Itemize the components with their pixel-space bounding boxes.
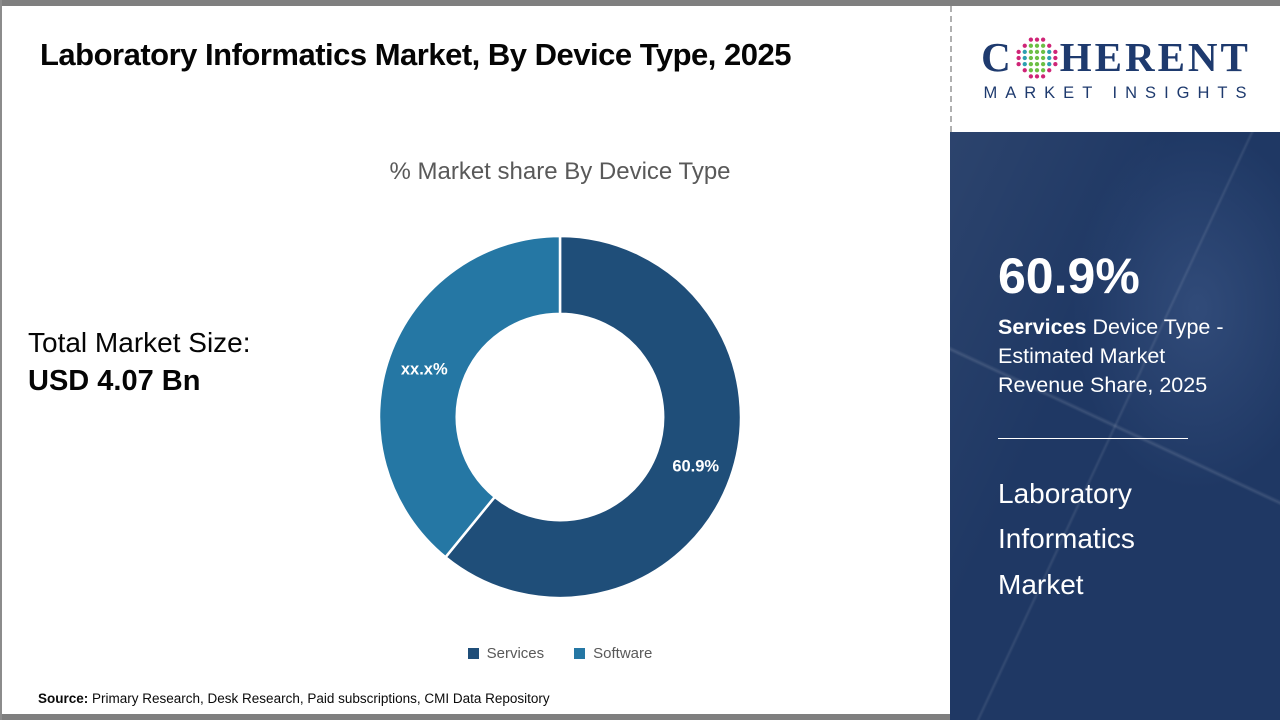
panel-stat-desc-rest: Device Type - Estimated Market Revenue S… (998, 314, 1224, 398)
globe-dot (1028, 61, 1033, 66)
globe-dot (1040, 67, 1045, 72)
globe-dot (1034, 55, 1039, 60)
globe-dot (1034, 73, 1039, 79)
globe-dot (1022, 43, 1027, 48)
source-text: Primary Research, Desk Research, Paid su… (88, 691, 550, 706)
total-market-size-value: USD 4.07 Bn (28, 364, 201, 397)
globe-dot (1052, 61, 1058, 66)
globe-dot (1046, 49, 1052, 54)
bottom-frame-bar (0, 714, 1280, 720)
top-frame-bar (0, 0, 1280, 6)
globe-dot (1046, 67, 1052, 72)
panel-stat-description: Services Device Type - Estimated Market … (998, 313, 1226, 401)
globe-dot (1040, 73, 1045, 79)
globe-dot (1028, 73, 1033, 79)
page-title: Laboratory Informatics Market, By Device… (40, 37, 791, 72)
globe-dot (1040, 36, 1045, 42)
highlight-panel: 60.9% Services Device Type - Estimated M… (950, 132, 1280, 720)
left-frame-border (0, 0, 2, 720)
globe-dot (1052, 49, 1058, 54)
globe-dot (1046, 55, 1052, 60)
donut-label-services: 60.9% (672, 457, 719, 475)
source-label: Source: (38, 691, 89, 706)
company-logo: C HERENT (981, 36, 1251, 80)
donut-chart: 60.9% xx.x% (370, 227, 750, 607)
panel-stat-value: 60.9% (998, 248, 1140, 304)
globe-dot (1052, 55, 1058, 60)
legend-label: Services (486, 645, 545, 662)
globe-dot (1034, 43, 1039, 48)
legend-swatch-icon (574, 648, 586, 659)
total-market-size-label: Total Market Size: (28, 327, 251, 358)
globe-dot (1046, 43, 1052, 48)
globe-dot (1022, 49, 1027, 54)
legend-item-services: Services (467, 645, 545, 662)
globe-dot (1034, 36, 1039, 42)
logo-area: C HERENT MARKET INSIGHTS (950, 6, 1280, 132)
source-line: Source: Primary Research, Desk Research,… (38, 691, 550, 706)
panel-divider (998, 437, 1188, 439)
logo-text-post: HERENT (1059, 34, 1251, 80)
donut-label-software: xx.x% (401, 361, 448, 379)
globe-dot (1028, 43, 1033, 48)
donut-slice-services (444, 234, 743, 600)
globe-dot (1022, 67, 1027, 72)
globe-dot (1016, 61, 1021, 66)
globe-icon (1016, 36, 1058, 79)
globe-dot (1028, 36, 1033, 42)
panel-market-name: Laboratory Informatics Market (998, 477, 1135, 600)
globe-dot (1040, 55, 1045, 60)
globe-dot (1040, 49, 1045, 54)
chart-title: % Market share By Device Type (389, 158, 731, 185)
globe-dot (1022, 55, 1027, 60)
globe-dot (1034, 49, 1039, 54)
globe-dot (1028, 55, 1033, 60)
globe-dot (1046, 61, 1052, 66)
globe-dot (1028, 49, 1033, 54)
globe-dot (1040, 61, 1045, 66)
legend-swatch-icon (467, 648, 479, 659)
globe-dot (1028, 67, 1033, 72)
globe-dot (1034, 67, 1039, 72)
donut-slice-software (377, 234, 562, 559)
globe-dot (1016, 49, 1021, 54)
logo-subtitle: MARKET INSIGHTS (983, 83, 1255, 102)
total-market-size-block: Total Market Size: USD 4.07 Bn (28, 324, 251, 401)
globe-dot (1034, 61, 1039, 66)
panel-stat-segment: Services (998, 314, 1087, 339)
chart-legend: Services Software (300, 645, 820, 662)
logo-text-pre: C (981, 34, 1014, 80)
globe-dot (1016, 55, 1021, 60)
legend-label: Software (593, 645, 653, 662)
legend-item-software: Software (574, 645, 652, 662)
globe-dot (1040, 43, 1045, 48)
globe-dot (1022, 61, 1027, 66)
